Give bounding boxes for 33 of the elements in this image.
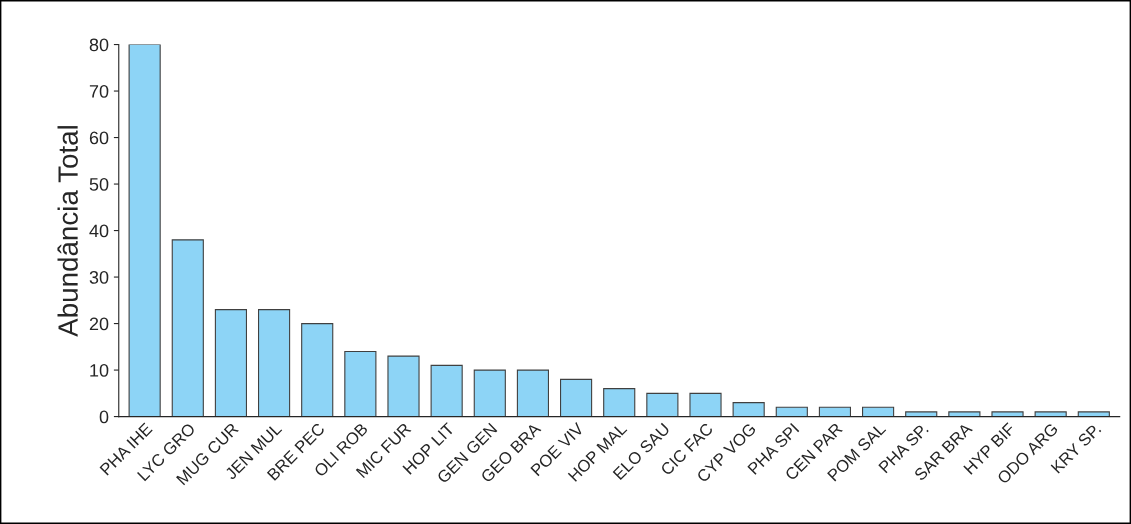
bar	[301, 323, 334, 417]
bar	[257, 309, 291, 417]
bar	[387, 355, 420, 417]
bar	[128, 44, 161, 417]
bar	[171, 239, 204, 417]
bar	[516, 369, 550, 417]
y-tick-label: 60	[89, 131, 109, 145]
bar	[775, 406, 808, 417]
bar	[603, 388, 636, 417]
y-tick-label: 10	[90, 364, 109, 377]
bar	[948, 411, 981, 417]
bar	[214, 309, 248, 417]
bar	[905, 411, 938, 417]
y-tick-label: 0	[99, 410, 109, 424]
y-tick-label: 40	[89, 224, 109, 238]
y-tick-label: 20	[89, 317, 109, 331]
y-axis-title: Abundância Total	[57, 126, 78, 337]
bar	[646, 392, 679, 417]
bar	[559, 378, 593, 417]
bar	[991, 411, 1024, 417]
bar	[732, 402, 765, 417]
bar	[689, 392, 722, 417]
bar	[473, 369, 506, 417]
y-tick-label: 50	[89, 177, 109, 191]
y-tick-label: 80	[89, 38, 109, 52]
y-tick-label: 30	[89, 271, 109, 284]
y-tick-label: 70	[89, 84, 109, 98]
bar	[344, 350, 377, 417]
bar	[818, 406, 852, 417]
bar	[1077, 411, 1110, 417]
bar	[861, 406, 895, 417]
bar	[1034, 411, 1067, 417]
bar	[430, 364, 463, 417]
